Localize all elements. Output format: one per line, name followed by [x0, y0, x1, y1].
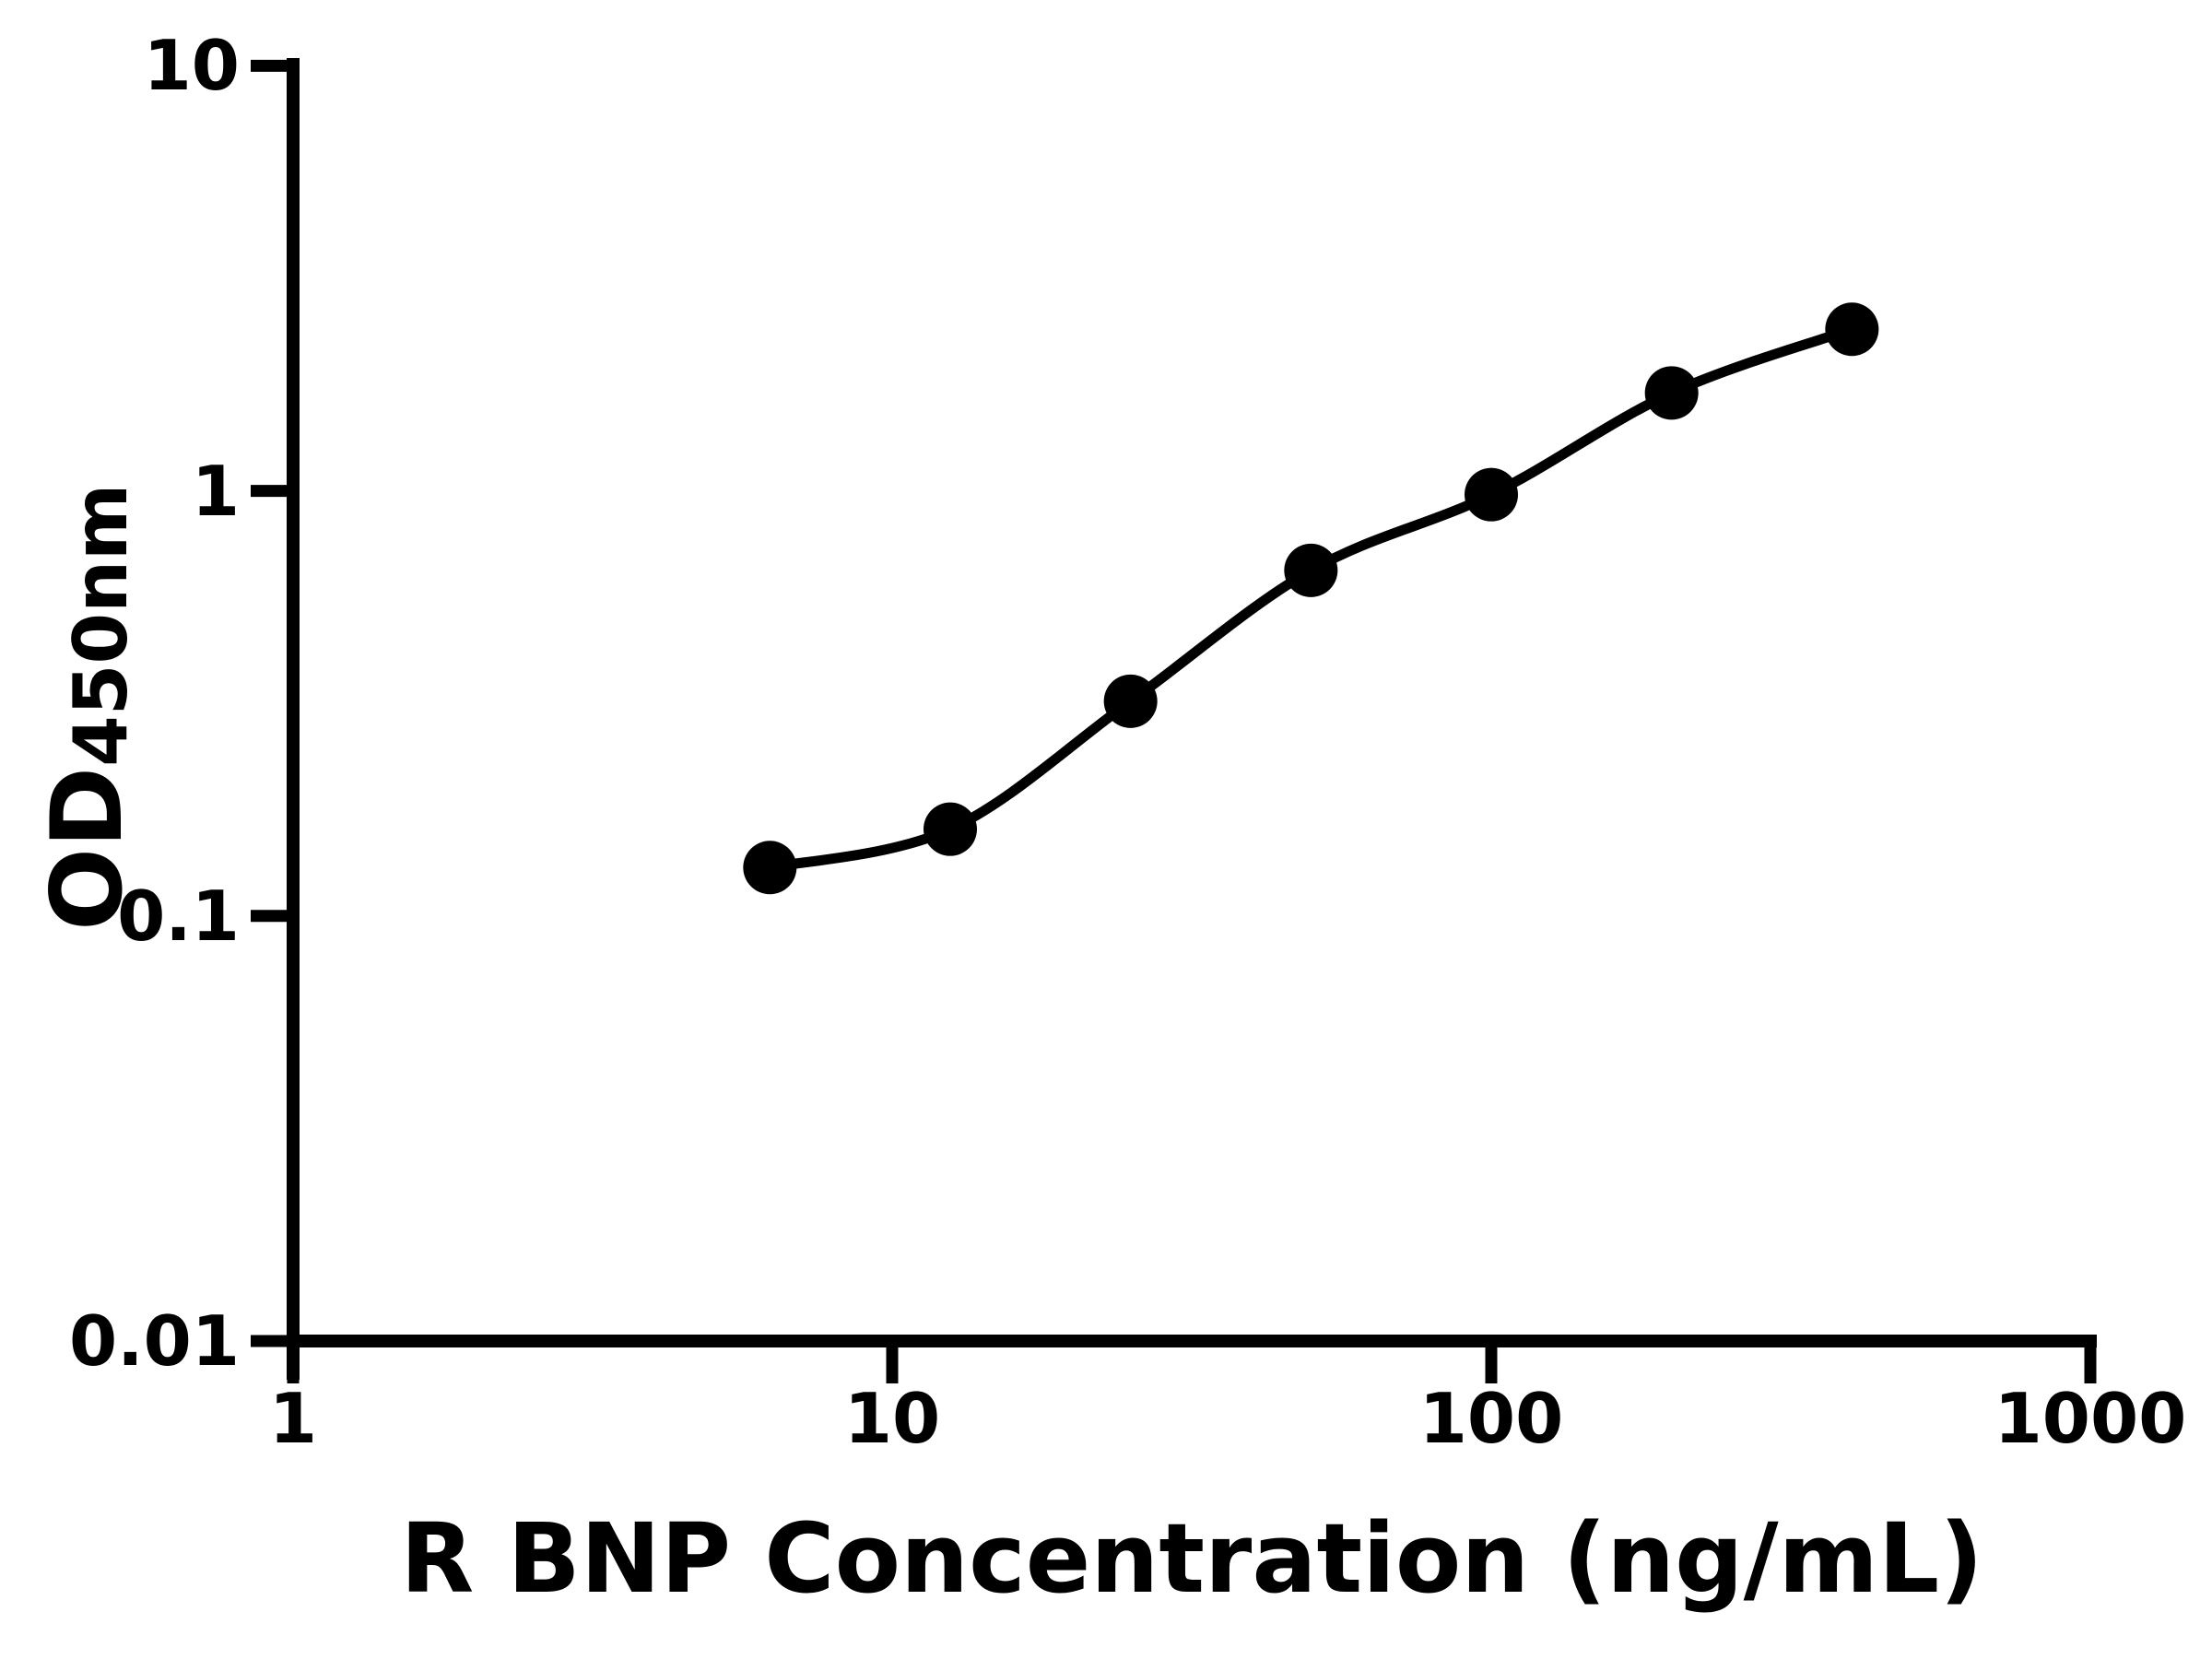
data-point-marker — [743, 841, 797, 895]
x-tick-label: 100 — [1418, 1378, 1564, 1459]
x-tick-label: 1000 — [1994, 1378, 2187, 1459]
data-point-marker — [1825, 302, 1879, 357]
x-tick-label: 1 — [268, 1378, 318, 1459]
data-point-marker — [1465, 467, 1518, 522]
data-point-marker — [1644, 366, 1699, 420]
y-tick-label: 10 — [143, 25, 240, 107]
y-tick-label: 1 — [191, 450, 240, 532]
y-tick-label: 0.1 — [117, 875, 240, 957]
data-point-marker — [923, 802, 977, 856]
y-tick-label: 0.01 — [68, 1300, 240, 1382]
x-axis-title: R BNP Concentration (ng/mL) — [400, 1502, 1983, 1615]
x-tick-label: 10 — [843, 1378, 941, 1459]
y-axis-title: OD450nm — [23, 484, 152, 931]
data-point-marker — [1103, 674, 1158, 728]
y-axis-title-main: OD — [30, 766, 144, 931]
y-axis-title-subscript: 450nm — [58, 483, 144, 767]
data-point-marker — [1284, 543, 1338, 597]
